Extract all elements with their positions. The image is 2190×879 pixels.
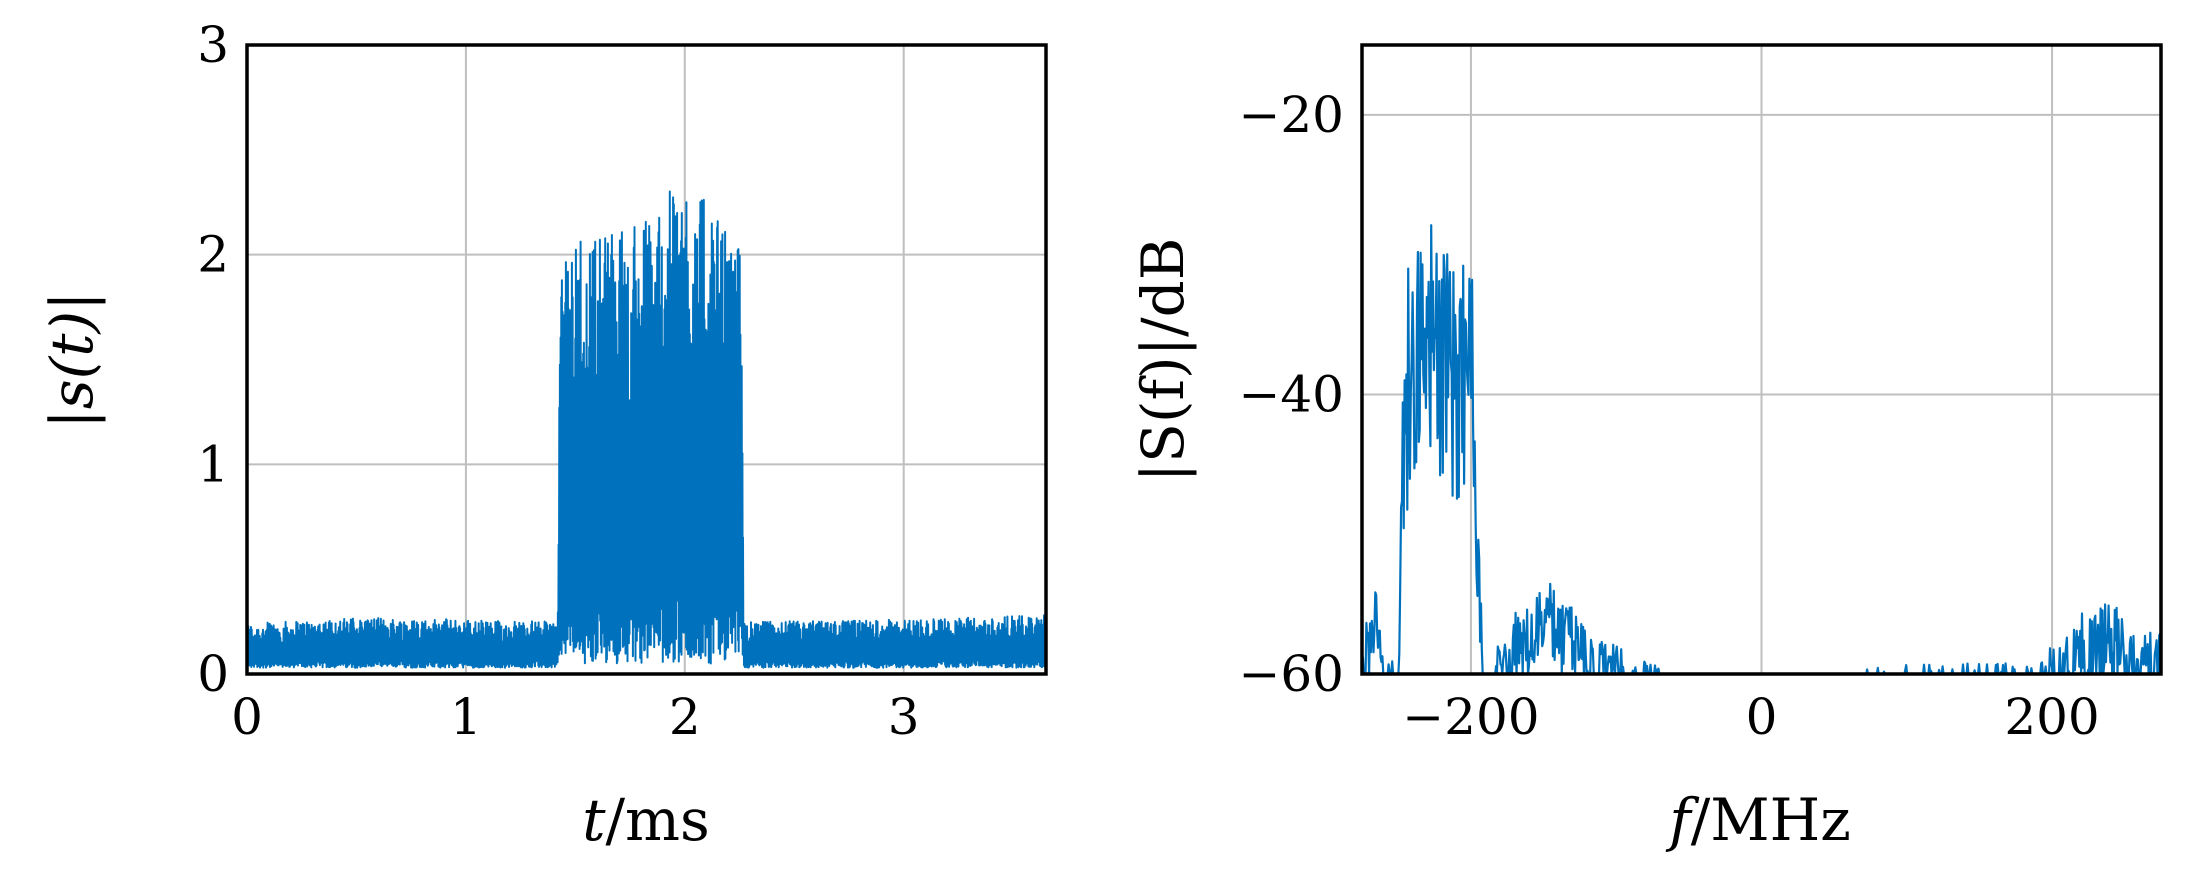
time-domain-plot: 0 1 2 3 0 1 2 3 t/ms |s(t)| — [38, 16, 1048, 854]
left-y-tick-label: 2 — [197, 226, 229, 284]
left-tick-labels: 0 1 2 3 0 1 2 3 — [197, 16, 919, 746]
left-y-tick-label: 3 — [197, 16, 229, 74]
right-y-tick-label: −40 — [1238, 365, 1344, 423]
left-y-tick-label: 0 — [197, 645, 229, 703]
right-x-tick-label: 200 — [2004, 688, 2099, 746]
left-x-axis-variable: t — [582, 786, 606, 854]
right-tick-labels: −200 0 200 −60 −40 −20 — [1238, 86, 2099, 746]
right-y-tick-label: −60 — [1238, 645, 1344, 703]
right-y-axis-label: |S(f)|/dB — [1129, 238, 1197, 483]
right-x-tick-label: 0 — [1746, 688, 1778, 746]
right-plot-frame — [1360, 43, 2163, 676]
left-signal-trace — [246, 190, 1047, 669]
right-x-axis-unit: /MHz — [1691, 786, 1851, 854]
left-x-tick-label: 0 — [231, 688, 263, 746]
left-y-tick-label: 1 — [197, 435, 229, 493]
left-plot-frame — [245, 43, 1048, 676]
left-x-axis-label: t/ms — [582, 786, 710, 854]
right-gridlines — [1362, 45, 2161, 675]
left-x-tick-label: 1 — [450, 688, 482, 746]
left-y-axis-label: |s(t)| — [38, 291, 106, 428]
right-x-axis-label: f/MHz — [1665, 786, 1851, 854]
frequency-domain-plot: −200 0 200 −60 −40 −20 f/MHz |S(f)|/dB — [1129, 43, 2163, 854]
right-y-tick-label: −20 — [1238, 86, 1344, 144]
left-x-tick-label: 3 — [888, 688, 920, 746]
right-x-tick-label: −200 — [1402, 688, 1539, 746]
left-x-axis-unit: /ms — [606, 786, 710, 854]
left-x-tick-label: 2 — [669, 688, 701, 746]
